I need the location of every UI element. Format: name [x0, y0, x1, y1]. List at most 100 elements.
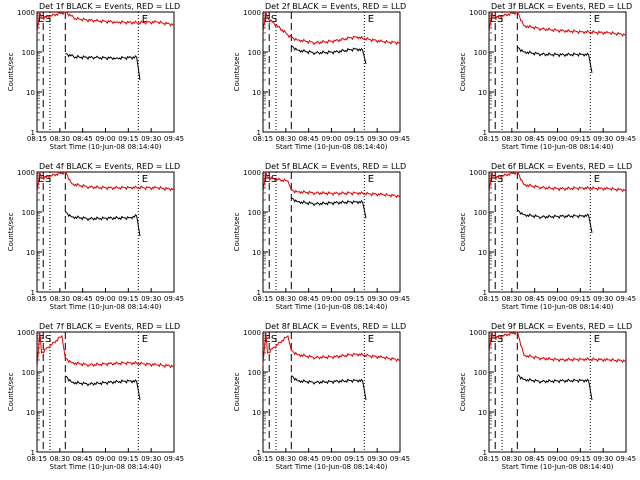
- x-tick-label: 08:45: [73, 295, 93, 303]
- x-tick-label: 09:45: [390, 295, 410, 303]
- y-tick-label: 10: [26, 409, 35, 417]
- y-tick-label: 100: [474, 209, 487, 217]
- y-tick-label: 1: [257, 289, 261, 297]
- series-line-lld: [36, 331, 175, 369]
- x-axis-label: Start Time (10-Jun-08 08:14:40): [276, 143, 388, 151]
- series-line-events: [517, 46, 593, 73]
- y-axis-label: Counts/sec: [459, 53, 467, 92]
- x-tick-label: 09:45: [390, 455, 410, 463]
- x-axis-label: Start Time (10-Jun-08 08:14:40): [502, 463, 614, 471]
- y-tick-label: 1: [31, 129, 35, 137]
- x-tick-label: 09:00: [95, 455, 115, 463]
- x-tick-label: 09:15: [570, 295, 590, 303]
- x-tick-label: 08:15: [479, 295, 499, 303]
- x-tick-label: 09:00: [321, 295, 341, 303]
- series-line-events: [291, 197, 367, 219]
- y-tick-label: 100: [248, 49, 261, 57]
- x-axis-label: Start Time (10-Jun-08 08:14:40): [276, 463, 388, 471]
- x-tick-label: 08:30: [276, 295, 296, 303]
- y-tick-label: 100: [474, 369, 487, 377]
- x-tick-label: 08:15: [27, 455, 47, 463]
- x-tick-label: 08:30: [50, 135, 70, 143]
- series-line-lld: [36, 11, 175, 33]
- y-tick-label: 100: [474, 49, 487, 57]
- chart-title: Det 2f BLACK = Events, RED = LLD: [265, 2, 406, 11]
- x-tick-label: 09:30: [367, 455, 387, 463]
- plot-frame: [36, 331, 175, 453]
- chart-title: Det 6f BLACK = Events, RED = LLD: [491, 162, 632, 171]
- x-tick-label: 09:00: [547, 295, 567, 303]
- x-tick-label: 08:15: [479, 455, 499, 463]
- time-marker-label: E: [368, 174, 374, 185]
- series-line-events: [517, 209, 593, 233]
- plot-frame: [262, 11, 401, 133]
- x-tick-label: 09:15: [344, 295, 364, 303]
- x-tick-label: 08:45: [525, 295, 545, 303]
- x-tick-label: 08:15: [27, 135, 47, 143]
- y-tick-label: 1000: [469, 9, 487, 17]
- series-line-events: [291, 375, 367, 401]
- y-tick-label: 1000: [243, 169, 261, 177]
- x-axis-label: Start Time (10-Jun-08 08:14:40): [502, 143, 614, 151]
- time-marker-label: E: [368, 14, 374, 25]
- chart-title: Det 5f BLACK = Events, RED = LLD: [265, 162, 406, 171]
- x-axis-label: Start Time (10-Jun-08 08:14:40): [276, 303, 388, 311]
- x-tick-label: 09:45: [616, 455, 636, 463]
- series-line-lld: [262, 11, 401, 46]
- chart-panel: Det 4f BLACK = Events, RED = LLD 1 10 100 10…: [7, 162, 184, 311]
- chart-title: Det 8f BLACK = Events, RED = LLD: [265, 322, 406, 331]
- chart-title: Det 3f BLACK = Events, RED = LLD: [491, 2, 632, 11]
- x-tick-label: 09:30: [141, 135, 161, 143]
- x-tick-label: 09:15: [118, 295, 138, 303]
- y-tick-label: 10: [478, 409, 487, 417]
- y-tick-label: 1000: [243, 9, 261, 17]
- series-line-events: [291, 45, 367, 65]
- x-axis-label: Start Time (10-Jun-08 08:14:40): [50, 303, 162, 311]
- y-tick-label: 10: [26, 249, 35, 257]
- y-tick-label: 100: [248, 369, 261, 377]
- x-tick-label: 08:15: [253, 135, 273, 143]
- x-tick-label: 08:30: [502, 295, 522, 303]
- plot-frame: [36, 171, 175, 293]
- time-marker-label: E: [38, 14, 44, 25]
- y-tick-label: 1000: [17, 9, 35, 17]
- time-marker-label: E: [38, 334, 44, 345]
- time-marker-label: E: [594, 14, 600, 25]
- x-tick-label: 09:15: [570, 455, 590, 463]
- y-tick-label: 1: [483, 449, 487, 457]
- y-axis-label: Counts/sec: [459, 213, 467, 252]
- x-tick-label: 08:45: [299, 135, 319, 143]
- x-tick-label: 09:45: [164, 455, 184, 463]
- chart-title: Det 1f BLACK = Events, RED = LLD: [39, 2, 180, 11]
- chart-panel: Det 8f BLACK = Events, RED = LLD 1 10 100 10…: [233, 322, 410, 471]
- chart-panel: Det 6f BLACK = Events, RED = LLD 1 10 100 10…: [459, 162, 636, 311]
- x-tick-label: 08:45: [525, 455, 545, 463]
- time-marker-label: S: [45, 334, 51, 345]
- time-marker-label: E: [264, 174, 270, 185]
- chart-panel: Det 5f BLACK = Events, RED = LLD 1 10 100 10…: [233, 162, 410, 311]
- x-tick-label: 09:30: [593, 295, 613, 303]
- chart-panel: Det 9f BLACK = Events, RED = LLD 1 10 100 10…: [459, 322, 636, 471]
- y-tick-label: 10: [478, 89, 487, 97]
- time-marker-label: E: [490, 174, 496, 185]
- y-tick-label: 1: [483, 289, 487, 297]
- time-marker-label: S: [45, 174, 51, 185]
- time-marker-label: S: [271, 14, 277, 25]
- x-tick-label: 09:15: [344, 135, 364, 143]
- x-tick-label: 08:30: [50, 455, 70, 463]
- time-marker-label: S: [497, 334, 503, 345]
- y-tick-label: 1: [257, 129, 261, 137]
- y-axis-label: Counts/sec: [233, 53, 241, 92]
- time-marker-label: E: [264, 334, 270, 345]
- time-marker-label: S: [497, 174, 503, 185]
- x-tick-label: 08:15: [479, 135, 499, 143]
- series-line-lld: [36, 171, 175, 193]
- plot-frame: [488, 171, 627, 293]
- time-marker-label: E: [38, 174, 44, 185]
- x-axis-label: Start Time (10-Jun-08 08:14:40): [50, 463, 162, 471]
- series-line-events: [65, 53, 141, 81]
- plot-frame: [262, 171, 401, 293]
- x-tick-label: 09:00: [321, 455, 341, 463]
- x-tick-label: 08:45: [299, 295, 319, 303]
- x-tick-label: 08:15: [253, 455, 273, 463]
